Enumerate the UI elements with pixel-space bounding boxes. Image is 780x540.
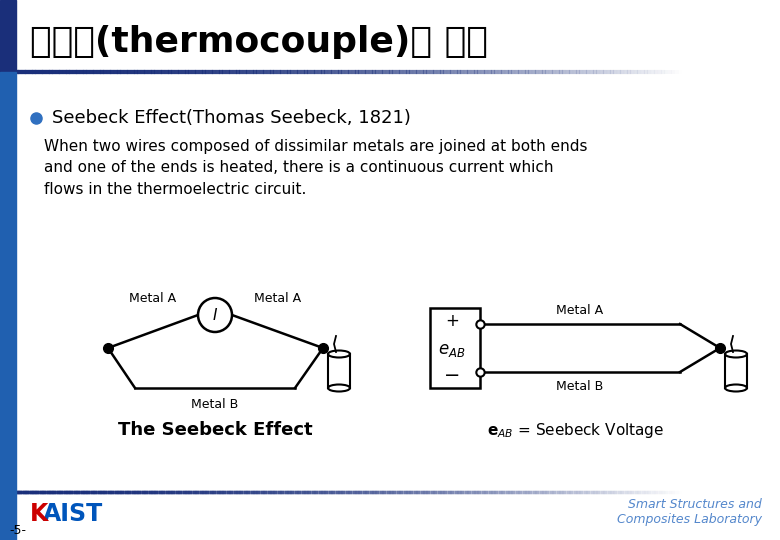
Text: AIST: AIST bbox=[43, 502, 103, 526]
Bar bbox=[725, 354, 747, 388]
Text: I: I bbox=[213, 308, 218, 323]
Text: When two wires composed of dissimilar metals are joined at both ends: When two wires composed of dissimilar me… bbox=[44, 138, 587, 153]
Text: Metal A: Metal A bbox=[556, 303, 604, 316]
Text: Metal B: Metal B bbox=[191, 397, 239, 410]
Bar bbox=[328, 354, 350, 388]
Ellipse shape bbox=[328, 350, 350, 357]
Bar bbox=[0, 0, 16, 72]
Ellipse shape bbox=[725, 350, 747, 357]
Text: and one of the ends is heated, there is a continuous current which: and one of the ends is heated, there is … bbox=[44, 160, 554, 176]
Bar bbox=[430, 308, 480, 388]
Text: flows in the thermoelectric circuit.: flows in the thermoelectric circuit. bbox=[44, 183, 307, 198]
Circle shape bbox=[198, 298, 232, 332]
Text: $\mathbf{e}_{AB}$ = Seebeck Voltage: $\mathbf{e}_{AB}$ = Seebeck Voltage bbox=[488, 421, 665, 440]
Text: K: K bbox=[30, 502, 48, 526]
Text: Metal A: Metal A bbox=[129, 293, 176, 306]
Ellipse shape bbox=[328, 384, 350, 391]
Text: Metal B: Metal B bbox=[556, 380, 604, 393]
Text: -5-: -5- bbox=[9, 523, 27, 537]
Text: The Seebeck Effect: The Seebeck Effect bbox=[118, 421, 312, 439]
Text: Smart Structures and: Smart Structures and bbox=[628, 497, 762, 510]
Ellipse shape bbox=[725, 384, 747, 391]
Text: +: + bbox=[445, 312, 459, 330]
Bar bbox=[0, 72, 16, 540]
Text: $e_{AB}$: $e_{AB}$ bbox=[438, 341, 466, 359]
Text: 열전대(thermocouple)의 원리: 열전대(thermocouple)의 원리 bbox=[30, 25, 487, 59]
Text: Seebeck Effect(Thomas Seebeck, 1821): Seebeck Effect(Thomas Seebeck, 1821) bbox=[52, 109, 411, 127]
Text: Composites Laboratory: Composites Laboratory bbox=[617, 514, 762, 526]
Text: Metal A: Metal A bbox=[254, 293, 301, 306]
Text: −: − bbox=[444, 367, 460, 386]
